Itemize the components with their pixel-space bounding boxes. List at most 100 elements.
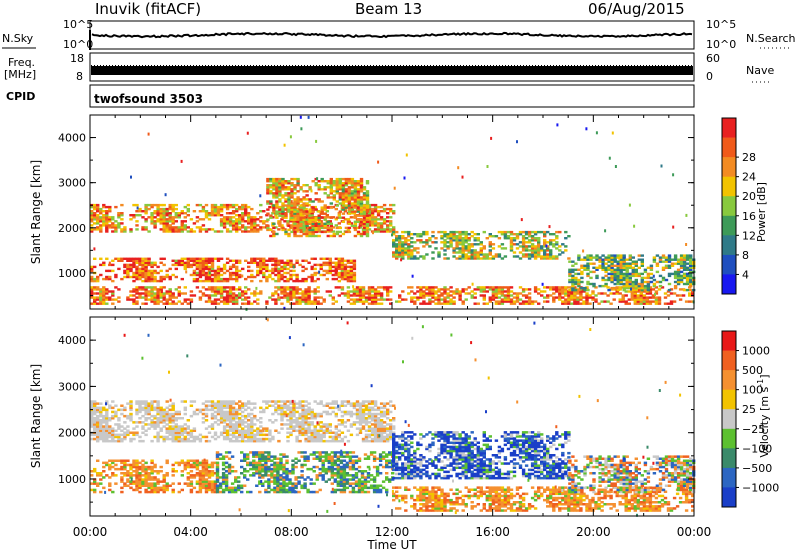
echo-cell: [612, 292, 616, 295]
echo-cell: [419, 235, 423, 238]
echo-cell: [449, 243, 453, 246]
echo-cell: [201, 402, 206, 405]
echo-cell: [280, 412, 284, 416]
echo-cell: [319, 433, 323, 437]
echo-cell: [389, 207, 393, 211]
echo-cell: [689, 288, 693, 292]
echo-cell: [616, 268, 620, 271]
echo-cell: [189, 404, 194, 407]
echo-cell: [455, 239, 459, 242]
echo-cell: [231, 419, 236, 422]
echo-cell: [555, 257, 559, 260]
echo-cell: [301, 207, 305, 211]
echo-cell: [256, 261, 260, 264]
echo-cell: [319, 425, 323, 428]
echo-cell: [476, 253, 480, 256]
echo-cell: [370, 300, 375, 303]
echo-cell: [350, 190, 355, 193]
echo-cell: [277, 259, 281, 262]
echo-cell: [235, 273, 239, 277]
echo-cell: [340, 275, 345, 279]
echo-cell: [183, 267, 187, 271]
echo-cell: [114, 205, 118, 209]
echo-cell: [404, 247, 408, 250]
echo-cell: [278, 184, 282, 187]
echo-cell: [180, 439, 184, 443]
echo-cell: [364, 435, 369, 439]
echo-cell: [111, 400, 115, 403]
echo-cell: [527, 255, 532, 258]
echo-cell: [198, 269, 203, 273]
echo-cell: [256, 265, 260, 269]
echo-cell: [231, 439, 236, 443]
echo-cell: [159, 269, 163, 273]
echo-cell: [633, 224, 636, 228]
echo-cell: [153, 216, 157, 219]
echo-cell: [631, 268, 635, 271]
echo-cell: [537, 247, 541, 250]
echo-cell: [349, 273, 354, 277]
echo-cell: [123, 427, 127, 430]
echo-cell: [135, 290, 139, 293]
echo-cell: [437, 296, 441, 299]
echo-cell: [307, 296, 311, 299]
echo-cell: [591, 292, 595, 295]
echo-cell: [284, 186, 288, 189]
echo-cell: [497, 237, 502, 240]
echo-cell: [219, 267, 224, 271]
echo-cell: [576, 300, 580, 303]
echo-cell: [102, 210, 106, 213]
echo-cell: [482, 247, 486, 250]
echo-cell: [90, 400, 94, 403]
echo-cell: [331, 298, 335, 301]
echo-cell: [174, 435, 178, 439]
echo-cell: [634, 262, 638, 265]
echo-cell: [346, 218, 351, 221]
echo-cell: [604, 274, 608, 278]
echo-cell: [503, 294, 508, 297]
echo-cell: [305, 234, 309, 238]
echo-cell: [225, 433, 230, 437]
echo-cell: [582, 249, 585, 253]
echo-cell: [364, 404, 369, 407]
echo-cell: [340, 431, 345, 434]
echo-cell: [138, 417, 142, 420]
echo-cell: [228, 286, 233, 289]
echo-cell: [317, 228, 321, 232]
echo-cell: [144, 419, 148, 422]
echo-cell: [358, 417, 363, 420]
echo-cell: [111, 224, 115, 227]
echo-cell: [287, 232, 291, 236]
echo-cell: [244, 286, 248, 289]
echo-cell: [250, 226, 254, 229]
echo-cell: [231, 406, 236, 410]
echo-cell: [667, 282, 672, 286]
echo-cell: [204, 414, 209, 418]
echo-cell: [298, 431, 302, 434]
echo-cell: [219, 230, 224, 233]
echo-cell: [96, 210, 100, 213]
echo-cell: [105, 275, 109, 279]
echo-cell: [144, 400, 148, 403]
echo-cell: [443, 286, 447, 289]
echo-cell: [555, 243, 559, 246]
echo-cell: [268, 273, 272, 277]
echo-cell: [259, 437, 263, 441]
echo-cell: [222, 279, 227, 283]
echo-cell: [379, 429, 384, 432]
echo-cell: [622, 284, 626, 288]
echo-cell: [147, 230, 151, 233]
echo-cell: [141, 286, 145, 289]
echo-cell: [362, 204, 367, 207]
echo-cell: [253, 224, 257, 227]
echo-cell: [367, 228, 372, 231]
echo-cell: [90, 414, 94, 418]
echo-cell: [592, 284, 596, 288]
echo-cell: [225, 417, 230, 420]
echo-cell: [277, 296, 281, 299]
echo-cell: [162, 203, 166, 207]
echo-cell: [183, 431, 187, 434]
echo-cell: [274, 261, 278, 264]
echo-cell: [319, 296, 323, 299]
echo-cell: [210, 408, 215, 412]
